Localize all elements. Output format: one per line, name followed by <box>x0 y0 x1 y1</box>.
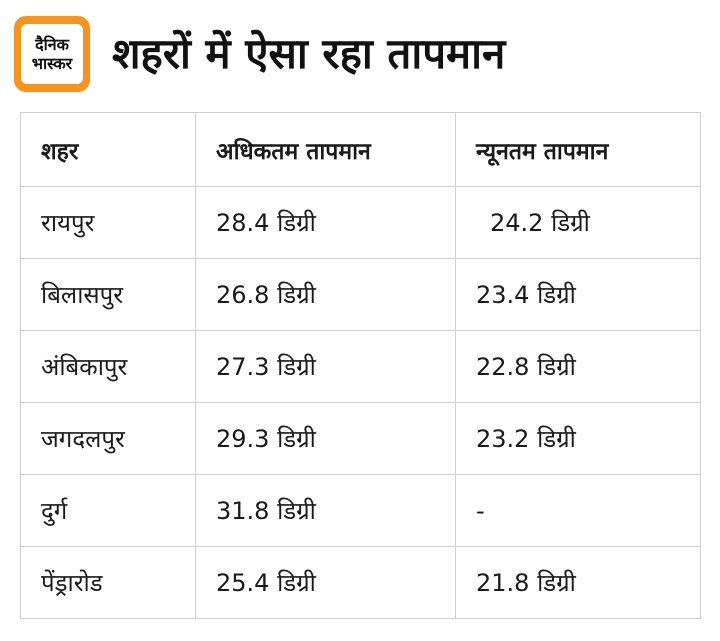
city-cell: अंबिकापुर <box>20 330 196 403</box>
page-title: शहरों में ऐसा रहा तापमान <box>112 29 506 78</box>
city-cell: रायपुर <box>20 186 196 259</box>
logo-line-2: भास्कर <box>31 54 73 73</box>
min-temp-cell: 24.2 डिग्री <box>455 186 701 259</box>
table-header-row: शहर अधिकतम तापमान न्यूनतम तापमान <box>20 112 701 187</box>
table-row: अंबिकापुर 27.3 डिग्री 22.8 डिग्री <box>20 330 701 403</box>
table-row: रायपुर 28.4 डिग्री 24.2 डिग्री <box>20 186 701 259</box>
max-temp-cell: 31.8 डिग्री <box>195 474 456 547</box>
min-temp-cell: 21.8 डिग्री <box>455 546 701 619</box>
dainik-bhaskar-logo: दैनिक भास्कर <box>14 16 90 92</box>
min-temp-cell: 23.2 डिग्री <box>455 402 701 475</box>
city-cell: जगदलपुर <box>20 402 196 475</box>
header-min-temp: न्यूनतम तापमान <box>455 112 701 187</box>
max-temp-cell: 26.8 डिग्री <box>195 258 456 331</box>
min-temp-cell: 22.8 डिग्री <box>455 330 701 403</box>
table-row: पेंड्रारोड 25.4 डिग्री 21.8 डिग्री <box>20 546 701 619</box>
logo-line-1: दैनिक <box>35 35 69 54</box>
city-cell: बिलासपुर <box>20 258 196 331</box>
city-cell: दुर्ग <box>20 474 196 547</box>
max-temp-cell: 28.4 डिग्री <box>195 186 456 259</box>
max-temp-cell: 25.4 डिग्री <box>195 546 456 619</box>
max-temp-cell: 27.3 डिग्री <box>195 330 456 403</box>
header-city: शहर <box>20 112 196 187</box>
table-row: दुर्ग 31.8 डिग्री - <box>20 474 701 547</box>
logo-inner: दैनिक भास्कर <box>21 24 83 84</box>
min-temp-cell: 23.4 डिग्री <box>455 258 701 331</box>
header-max-temp: अधिकतम तापमान <box>195 112 456 187</box>
min-temp-cell: - <box>455 474 701 547</box>
table-row: बिलासपुर 26.8 डिग्री 23.4 डिग्री <box>20 258 701 331</box>
max-temp-cell: 29.3 डिग्री <box>195 402 456 475</box>
city-cell: पेंड्रारोड <box>20 546 196 619</box>
temperature-table: शहर अधिकतम तापमान न्यूनतम तापमान रायपुर … <box>20 112 701 619</box>
table-row: जगदलपुर 29.3 डिग्री 23.2 डिग्री <box>20 402 701 475</box>
